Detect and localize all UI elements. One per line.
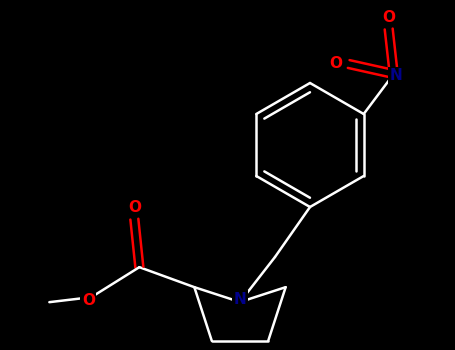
- Text: O: O: [382, 9, 395, 25]
- Text: N: N: [233, 292, 246, 307]
- Text: N: N: [389, 69, 402, 84]
- Text: O: O: [128, 199, 141, 215]
- Text: O: O: [329, 56, 342, 71]
- Text: O: O: [82, 293, 95, 308]
